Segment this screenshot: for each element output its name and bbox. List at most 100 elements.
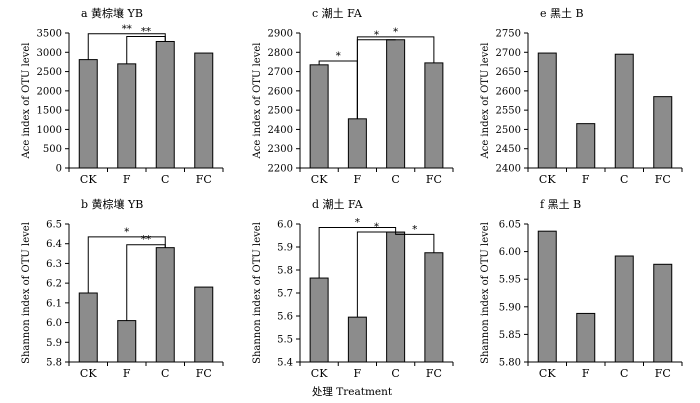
y-tick-label: 6.0 [277, 220, 293, 231]
x-category-label: FC [196, 173, 212, 186]
significance-bracket [318, 226, 397, 279]
y-tick-label: 3500 [37, 29, 62, 40]
bar-c [155, 40, 175, 169]
panel-title: a 黄棕壤 YB [81, 6, 143, 20]
bar-c [155, 247, 175, 363]
significance-label: ** [141, 235, 151, 246]
y-tick-label: 2500 [268, 106, 293, 117]
x-category-label: CK [539, 367, 556, 380]
x-category-label: CK [80, 367, 97, 380]
y-tick-label: 5.90 [499, 302, 521, 313]
x-category-label: C [161, 367, 169, 380]
y-tick-label: 2450 [496, 144, 521, 155]
bar-c [614, 255, 634, 363]
y-tick-label: 2600 [268, 86, 293, 97]
panel-title: b 黄棕壤 YB [81, 197, 143, 211]
x-category-label: F [582, 173, 590, 186]
y-axis-label: Shannon index of OTU level [21, 222, 32, 364]
bar-fc [424, 62, 444, 169]
y-tick-label: 6.3 [46, 259, 62, 270]
y-axis-label: Shannon index of OTU level [480, 222, 491, 364]
bar-c [386, 231, 406, 363]
y-tick-label: 5.7 [277, 289, 293, 300]
panel-title: d 潮土 FA [312, 197, 364, 211]
y-tick-label: 6.4 [46, 239, 62, 250]
y-tick-label: 2750 [496, 29, 521, 40]
bar-ck [309, 64, 329, 169]
bar-f [117, 320, 137, 363]
y-axis-label: Ace index of OTU level [480, 43, 491, 160]
y-tick-label: 2200 [268, 164, 293, 175]
panel-title: c 潮土 FA [312, 6, 363, 20]
significance-bracket [87, 236, 166, 293]
y-tick-label: 5.8 [46, 358, 62, 369]
y-tick-label: 5.9 [277, 243, 293, 254]
x-category-label: F [354, 367, 362, 380]
y-axis-label: Ace index of OTU level [252, 43, 263, 160]
y-tick-label: 2700 [268, 67, 293, 78]
bar-f [576, 312, 596, 363]
chart-panel-b: 5.85.96.06.16.26.36.46.5CK F C FC***b 黄棕壤 Y… [21, 197, 224, 380]
y-tick-label: 6.5 [46, 220, 62, 231]
y-tick-label: 6.0 [46, 318, 62, 329]
significance-bracket [395, 232, 435, 253]
x-category-label: C [620, 173, 628, 186]
x-category-label: CK [311, 367, 328, 380]
chart-panel-d: 5.45.55.65.75.85.96.0CK F C FC* * *d 潮土 FASha… [252, 197, 454, 380]
y-tick-label: 5.80 [499, 358, 521, 369]
bar-c [614, 53, 634, 169]
y-tick-label: 6.05 [499, 220, 521, 231]
x-category-label: C [391, 173, 399, 186]
y-tick-label: 6.00 [499, 247, 521, 258]
x-category-label: CK [311, 173, 328, 186]
y-tick-label: 2800 [268, 48, 293, 59]
significance-label: * [355, 217, 360, 228]
x-category-label: CK [80, 173, 97, 186]
y-tick-label: 500 [43, 144, 62, 155]
y-tick-label: 2500 [496, 125, 521, 136]
y-axis-label: Shannon index of OTU level [252, 222, 263, 364]
x-category-label: C [391, 367, 399, 380]
panel-title: f 黑土 B [540, 198, 581, 211]
bar-ck [78, 292, 98, 363]
x-category-label: FC [426, 367, 442, 380]
significance-label: ** [122, 24, 132, 35]
x-category-label: F [123, 367, 131, 380]
y-tick-label: 2900 [268, 29, 293, 40]
x-category-label: F [123, 173, 131, 186]
bar-ck [309, 277, 329, 363]
significance-label: * [336, 51, 341, 62]
significance-bracket [126, 35, 166, 64]
bar-f [576, 123, 596, 169]
bar-ck [537, 52, 557, 169]
y-tick-label: 5.95 [499, 275, 521, 286]
bar-f [347, 316, 367, 363]
significance-label: * [374, 222, 379, 233]
y-tick-label: 1000 [37, 125, 62, 136]
bar-ck [78, 59, 98, 169]
bar-ck [537, 230, 557, 363]
significance-label: * [412, 224, 417, 235]
y-tick-label: 5.8 [277, 266, 293, 277]
y-tick-label: 5.5 [277, 335, 293, 346]
x-category-label: C [161, 173, 169, 186]
bar-fc [653, 96, 673, 169]
y-tick-label: 0 [56, 164, 62, 175]
bar-fc [424, 252, 444, 363]
significance-label: * [374, 30, 379, 41]
bar-c [386, 39, 406, 169]
bar-fc [194, 286, 214, 363]
x-category-label: FC [426, 173, 442, 186]
bar-fc [653, 263, 673, 363]
y-tick-label: 2550 [496, 106, 521, 117]
y-tick-label: 2700 [496, 48, 521, 59]
y-tick-label: 3000 [37, 48, 62, 59]
x-category-label: FC [655, 173, 671, 186]
y-tick-label: 2650 [496, 67, 521, 78]
significance-label: * [393, 27, 398, 38]
